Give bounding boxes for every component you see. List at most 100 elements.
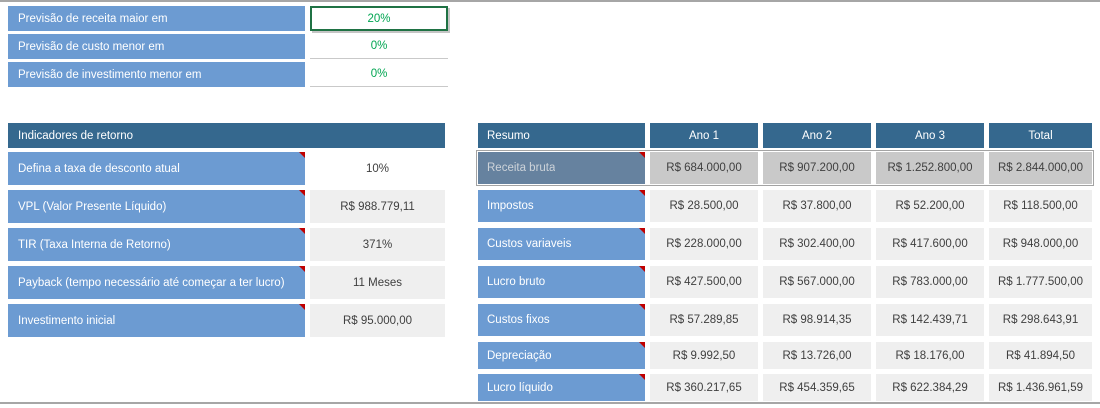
bottom-divider — [0, 402, 1100, 404]
summary-value-cell[interactable]: R$ 28.500,00 — [650, 190, 758, 222]
summary-column-header-label: Total — [1028, 129, 1053, 142]
indicator-row: TIR (Taxa Interna de Retorno) 371% — [8, 228, 445, 261]
summary-table: Resumo Ano 1 Ano 2 Ano 3 Total Receita b… — [476, 123, 1094, 406]
assumption-value-cell[interactable]: 0% — [310, 62, 448, 87]
summary-value-cell[interactable]: R$ 783.000,00 — [876, 266, 984, 298]
summary-row-label-cell[interactable]: Custos variaveis — [478, 228, 645, 260]
summary-row-label-cell[interactable]: Depreciação — [478, 342, 645, 369]
assumption-label: Previsão de investimento menor em — [18, 68, 202, 81]
summary-value-cell[interactable]: R$ 1.777.500,00 — [989, 266, 1092, 298]
indicator-label-cell[interactable]: Payback (tempo necessário até começar a … — [8, 266, 305, 299]
summary-value-cell[interactable]: R$ 454.359,65 — [763, 374, 871, 401]
summary-value-cell[interactable]: R$ 684.000,00 — [650, 152, 758, 184]
summary-value: R$ 118.500,00 — [1003, 200, 1078, 212]
summary-row-label-cell[interactable]: Custos fixos — [478, 304, 645, 336]
summary-value: R$ 427.500,00 — [666, 276, 742, 288]
assumption-label-cell[interactable]: Previsão de investimento menor em — [8, 62, 305, 87]
summary-value: R$ 9.992,50 — [672, 349, 736, 362]
summary-row-label-cell[interactable]: Lucro bruto — [478, 266, 645, 298]
summary-value-cell[interactable]: R$ 52.200,00 — [876, 190, 984, 222]
summary-row-label: Impostos — [487, 200, 534, 212]
summary-row-label: Depreciação — [487, 349, 552, 362]
summary-value-cell[interactable]: R$ 9.992,50 — [650, 342, 758, 369]
assumption-row: Previsão de receita maior em 20% — [8, 6, 448, 31]
indicator-label-cell[interactable]: VPL (Valor Presente Líquido) — [8, 190, 305, 223]
comment-marker-icon — [639, 304, 645, 310]
summary-value: R$ 98.914,35 — [782, 314, 852, 326]
assumption-value-cell[interactable]: 0% — [310, 34, 448, 59]
summary-value-cell[interactable]: R$ 142.439,71 — [876, 304, 984, 336]
summary-value-cell[interactable]: R$ 907.200,00 — [763, 152, 871, 184]
summary-rows: Receita bruta R$ 684.000,00 R$ 907.200,0… — [476, 150, 1094, 401]
summary-row-label-cell[interactable]: Receita bruta — [478, 152, 645, 184]
summary-value: R$ 302.400,00 — [779, 238, 855, 250]
summary-value: R$ 142.439,71 — [892, 314, 968, 326]
indicator-label: VPL (Valor Presente Líquido) — [18, 200, 167, 213]
summary-column-header-label: Ano 3 — [914, 129, 946, 142]
summary-row: Custos fixos R$ 57.289,85 R$ 98.914,35 R… — [478, 304, 1092, 336]
indicator-label-cell[interactable]: Defina a taxa de desconto atual — [8, 152, 305, 185]
assumption-value: 0% — [370, 68, 388, 80]
summary-value: R$ 37.800,00 — [782, 200, 852, 212]
summary-header-label: Resumo — [487, 129, 530, 142]
summary-column-header-cell[interactable]: Ano 3 — [876, 123, 984, 148]
indicator-row: Payback (tempo necessário até começar a … — [8, 266, 445, 299]
summary-value-cell[interactable]: R$ 41.894,50 — [989, 342, 1092, 369]
summary-value: R$ 57.289,85 — [669, 314, 739, 326]
assumption-row: Previsão de custo menor em 0% — [8, 34, 448, 59]
indicators-rows: Defina a taxa de desconto atual 10% VPL … — [8, 152, 445, 337]
summary-row-label: Lucro bruto — [487, 276, 546, 288]
summary-value-cell[interactable]: R$ 417.600,00 — [876, 228, 984, 260]
summary-value-cell[interactable]: R$ 13.726,00 — [763, 342, 871, 369]
indicators-header-label: Indicadores de retorno — [18, 129, 134, 142]
summary-row-label-cell[interactable]: Lucro líquido — [478, 374, 645, 401]
indicator-row: Investimento inicial R$ 95.000,00 — [8, 304, 445, 337]
summary-value-cell[interactable]: R$ 2.844.000,00 — [989, 152, 1092, 184]
indicator-value-cell[interactable]: 10% — [310, 152, 445, 185]
summary-value-cell[interactable]: R$ 228.000,00 — [650, 228, 758, 260]
summary-value-cell[interactable]: R$ 37.800,00 — [763, 190, 871, 222]
comment-marker-icon — [299, 228, 305, 234]
summary-header-cell[interactable]: Resumo — [478, 123, 645, 148]
indicator-label-cell[interactable]: TIR (Taxa Interna de Retorno) — [8, 228, 305, 261]
summary-header-row: Resumo Ano 1 Ano 2 Ano 3 Total — [478, 123, 1092, 148]
summary-column-header-cell[interactable]: Total — [989, 123, 1092, 148]
summary-value: R$ 1.777.500,00 — [997, 276, 1084, 288]
comment-marker-icon — [639, 374, 645, 380]
assumption-label: Previsão de receita maior em — [18, 12, 168, 25]
summary-value-cell[interactable]: R$ 298.643,91 — [989, 304, 1092, 336]
indicator-value-cell[interactable]: R$ 95.000,00 — [310, 304, 445, 337]
summary-value: R$ 228.000,00 — [666, 238, 742, 250]
summary-value-cell[interactable]: R$ 98.914,35 — [763, 304, 871, 336]
assumption-label-cell[interactable]: Previsão de receita maior em — [8, 6, 305, 31]
indicator-label-cell[interactable]: Investimento inicial — [8, 304, 305, 337]
summary-value-cell[interactable]: R$ 1.436.961,59 — [989, 374, 1092, 401]
summary-column-header-cell[interactable]: Ano 2 — [763, 123, 871, 148]
summary-row: Receita bruta R$ 684.000,00 R$ 907.200,0… — [476, 150, 1094, 186]
summary-value-cell[interactable]: R$ 567.000,00 — [763, 266, 871, 298]
summary-value-cell[interactable]: R$ 18.176,00 — [876, 342, 984, 369]
indicator-value-cell[interactable]: 371% — [310, 228, 445, 261]
comment-marker-icon — [299, 190, 305, 196]
summary-value-cell[interactable]: R$ 622.384,29 — [876, 374, 984, 401]
summary-value-cell[interactable]: R$ 57.289,85 — [650, 304, 758, 336]
indicator-value-cell[interactable]: 11 Meses — [310, 266, 445, 299]
summary-column-header-cell[interactable]: Ano 1 — [650, 123, 758, 148]
summary-value: R$ 1.252.800,00 — [887, 162, 973, 174]
summary-row-label-cell[interactable]: Impostos — [478, 190, 645, 222]
summary-value-cell[interactable]: R$ 360.217,65 — [650, 374, 758, 401]
summary-value-cell[interactable]: R$ 427.500,00 — [650, 266, 758, 298]
assumption-value-cell[interactable]: 20% — [310, 6, 448, 31]
assumption-label-cell[interactable]: Previsão de custo menor em — [8, 34, 305, 59]
summary-value-cell[interactable]: R$ 302.400,00 — [763, 228, 871, 260]
summary-value-cell[interactable]: R$ 1.252.800,00 — [876, 152, 984, 184]
summary-value: R$ 360.217,65 — [666, 381, 742, 394]
indicators-header-cell[interactable]: Indicadores de retorno — [8, 123, 445, 148]
summary-value-cell[interactable]: R$ 118.500,00 — [989, 190, 1092, 222]
indicator-value: R$ 95.000,00 — [342, 314, 413, 327]
summary-column-header-label: Ano 2 — [801, 129, 833, 142]
indicator-value-cell[interactable]: R$ 988.779,11 — [310, 190, 445, 223]
summary-value: R$ 783.000,00 — [892, 276, 968, 288]
summary-value: R$ 907.200,00 — [779, 162, 855, 174]
summary-value-cell[interactable]: R$ 948.000,00 — [989, 228, 1092, 260]
